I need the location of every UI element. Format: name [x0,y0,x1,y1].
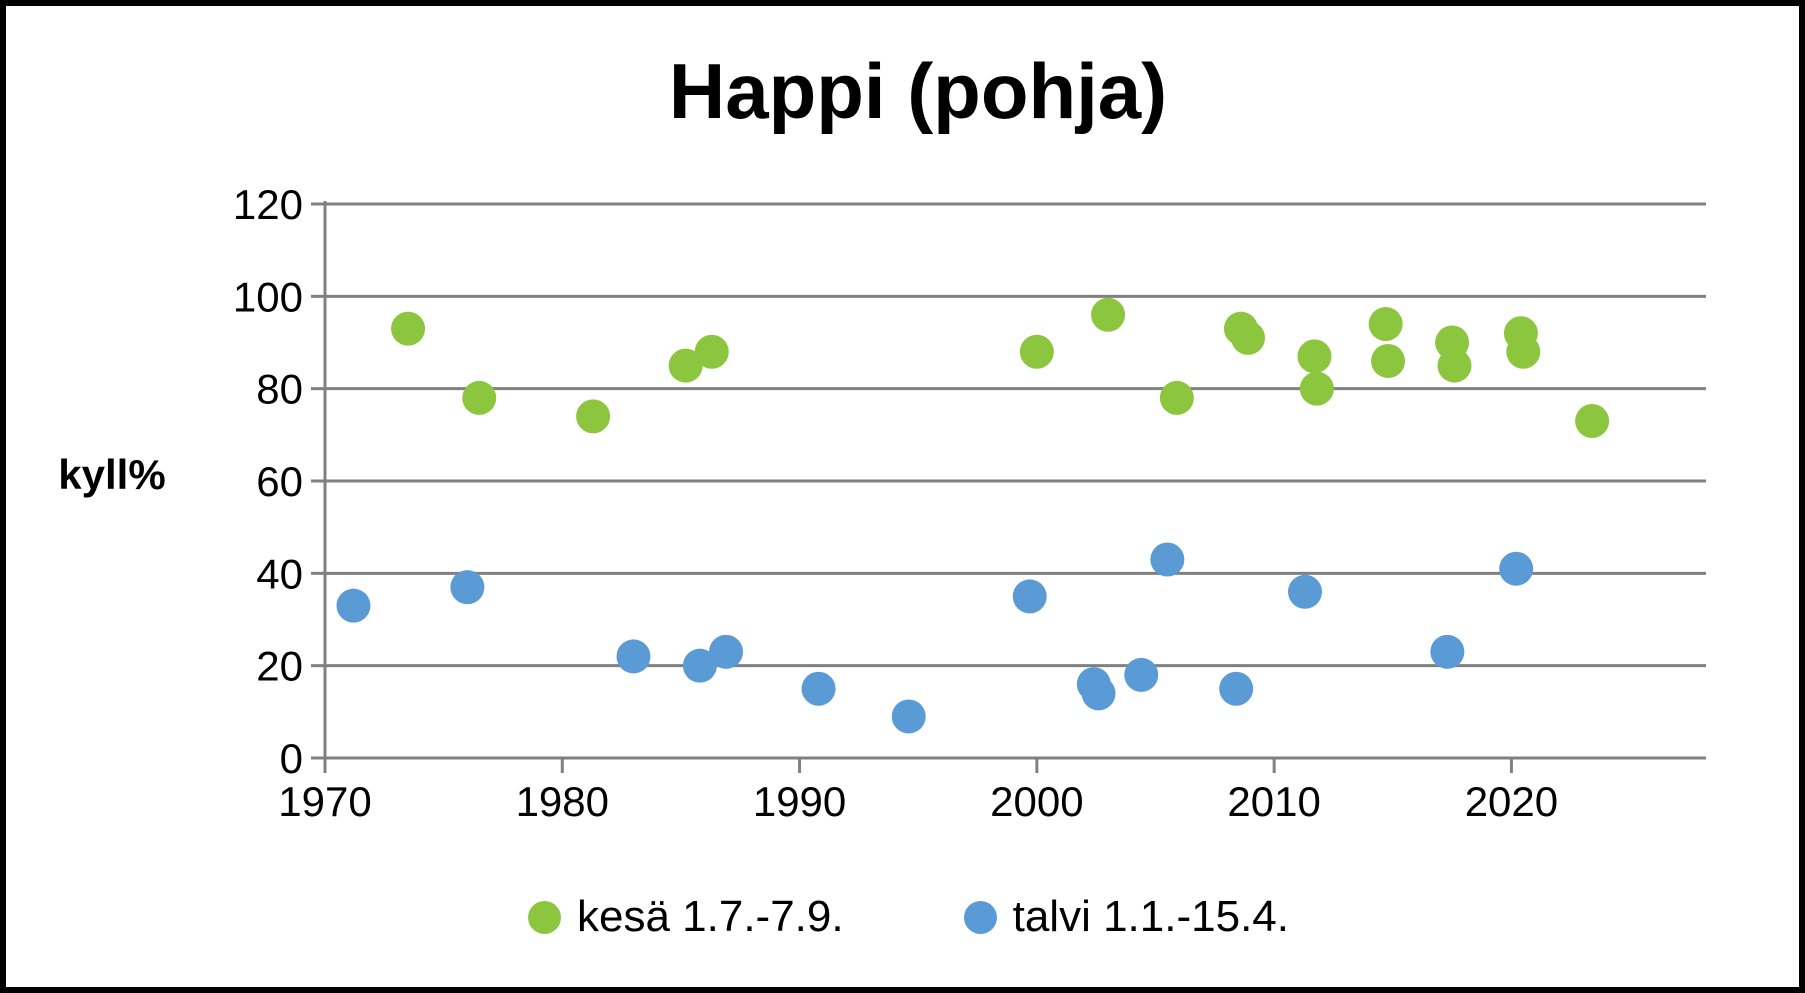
x-tick-label: 2000 [990,778,1083,825]
data-point-talvi [616,639,651,674]
legend-item-talvi: talvi 1.1.-15.4. [963,892,1289,942]
data-point-kesa [1231,320,1266,355]
data-point-talvi [709,634,744,669]
y-tick-label: 0 [280,735,303,782]
data-point-talvi [682,648,717,683]
kesa-series-marker-icon [528,900,561,934]
data-point-kesa [1159,380,1194,415]
data-point-kesa [1368,307,1403,342]
x-tick-label: 2020 [1465,778,1558,825]
data-point-kesa [1506,334,1541,369]
x-tick-label: 1980 [516,778,609,825]
data-point-kesa [668,348,703,383]
data-point-talvi [336,588,371,623]
data-point-talvi [1012,579,1047,614]
x-tick-label: 1990 [753,778,846,825]
y-tick-label: 40 [256,550,303,597]
y-tick-label: 20 [256,643,303,690]
data-point-kesa [462,380,497,415]
data-point-talvi [1430,634,1465,669]
legend-label-talvi: talvi 1.1.-15.4. [1012,892,1289,941]
y-tick-label: 120 [233,181,303,228]
chart-title: Happi (pohja) [668,47,1168,135]
data-point-kesa [576,399,611,434]
y-tick-label: 80 [256,366,303,413]
data-point-talvi [1150,542,1185,577]
data-point-talvi [891,699,926,734]
y-tick-label: 100 [233,273,303,320]
plot-area: 0 20 40 60 80 100 120 1970 1980 1990 2000 2010 2020 [233,181,1706,825]
data-point-talvi [801,671,836,706]
data-point-talvi [1081,676,1116,711]
legend: kesä 1.7.-7.9. talvi 1.1.-15.4. [6,892,1799,942]
data-point-kesa [1299,371,1334,406]
data-point-talvi [1124,657,1159,692]
y-tick-label: 60 [256,458,303,505]
y-axis-title: kyll% [58,451,166,498]
data-point-kesa [1575,403,1610,438]
x-tick-label: 1970 [278,778,371,825]
legend-item-kesa: kesä 1.7.-7.9. [528,892,844,942]
data-point-talvi [1499,551,1534,586]
talvi-series-marker-icon [963,900,997,934]
data-point-kesa [1437,348,1472,383]
data-point-kesa [1091,297,1126,332]
data-point-kesa [391,311,426,346]
data-point-talvi [1219,671,1254,706]
data-point-kesa [694,334,729,369]
data-point-kesa [1019,334,1054,369]
data-point-kesa [1297,339,1332,374]
x-tick-label: 2010 [1227,778,1320,825]
legend-label-kesa: kesä 1.7.-7.9. [577,892,844,941]
data-point-talvi [450,570,485,605]
data-point-talvi [1287,574,1322,609]
data-point-kesa [1371,343,1406,378]
